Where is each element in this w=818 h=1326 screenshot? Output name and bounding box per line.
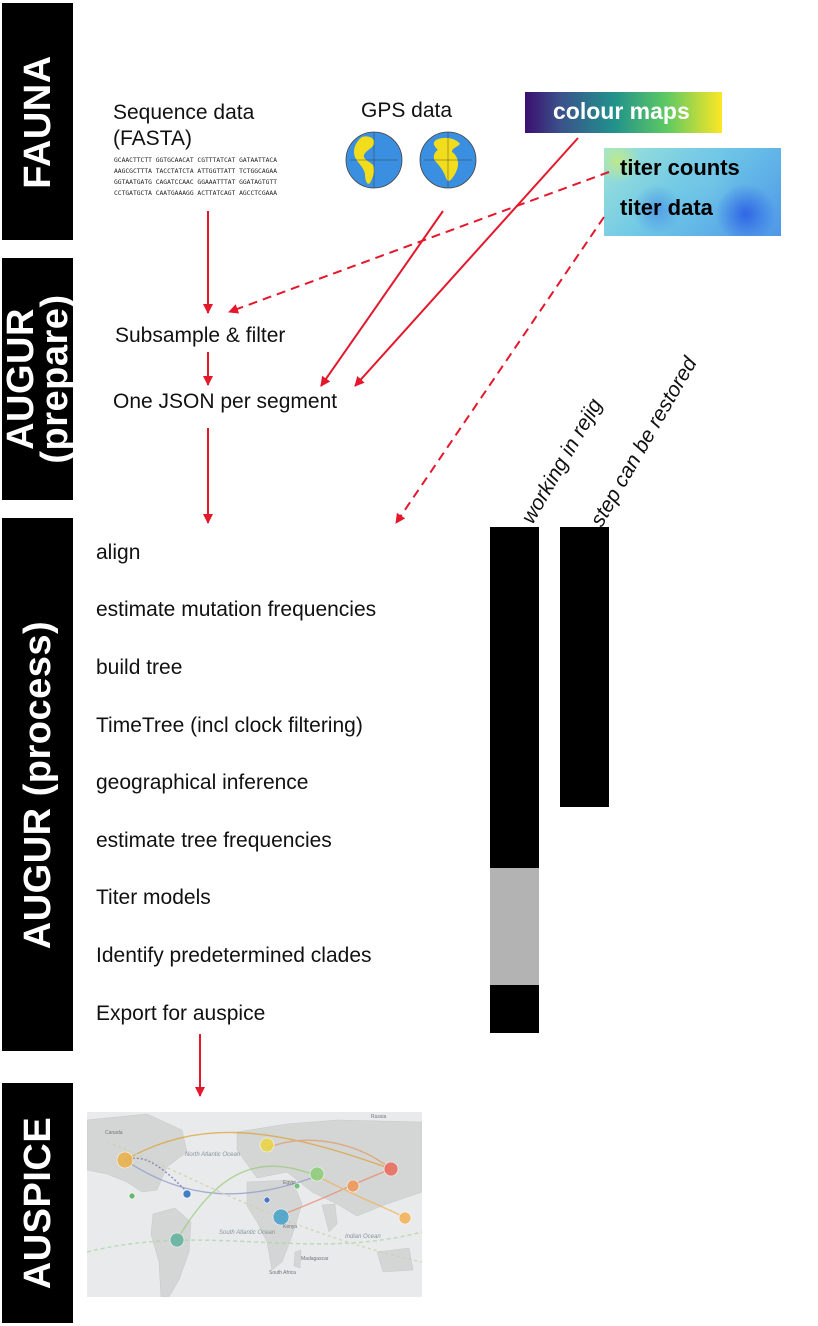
map-label: Egypt xyxy=(283,1180,296,1186)
world-map: North Atlantic Ocean South Atlantic Ocea… xyxy=(87,1112,422,1297)
stage-auspice: AUSPICE xyxy=(2,1083,73,1323)
map-label: South Africa xyxy=(269,1270,296,1276)
map-label: Russia xyxy=(371,1114,387,1120)
sequence-format-label: (FASTA) xyxy=(113,127,192,150)
arrow-gps-to-json xyxy=(320,210,444,387)
sequence-line: AAGCGCTTTA TACCTATCTA ATTGGTTATT TCTGGCA… xyxy=(114,168,278,175)
titer-data-label: titer data xyxy=(620,195,713,220)
process-step: Export for auspice xyxy=(96,1002,266,1025)
map-label: South Atlantic Ocean xyxy=(219,1230,276,1236)
globe-europe-africa-icon xyxy=(419,131,477,189)
working-bar-complete-top xyxy=(490,527,539,868)
sequence-data-label: Sequence data xyxy=(113,101,255,124)
map-label: Madagascar xyxy=(301,1256,329,1262)
map-label: Canada xyxy=(105,1130,123,1136)
globe-americas-icon xyxy=(345,131,403,189)
titer-counts-label: titer counts xyxy=(620,155,740,180)
titer-heatmap-box: titer counts titer data xyxy=(604,148,781,236)
prepare-step: One JSON per segment xyxy=(113,390,338,413)
map-label: Indian Ocean xyxy=(345,1234,381,1240)
map-label: North Atlantic Ocean xyxy=(185,1152,241,1158)
prepare-step: Subsample & filter xyxy=(115,324,286,347)
colour-maps-box: colour maps xyxy=(525,92,722,133)
process-step: build tree xyxy=(96,656,183,679)
arrow-titercounts-to-subsample xyxy=(228,171,610,314)
arrow-colourmaps-to-json xyxy=(354,137,579,387)
process-step: Identify predetermined clades xyxy=(96,944,372,967)
stage-fauna: FAUNA xyxy=(2,3,73,240)
colour-maps-label: colour maps xyxy=(553,98,690,124)
stage-augur-prepare: AUGUR (prepare) xyxy=(0,258,76,500)
stage-augur-process: AUGUR (process) xyxy=(2,518,73,1051)
process-step: TimeTree (incl clock filtering) xyxy=(96,714,363,737)
arrow-titerdata-to-process xyxy=(395,216,605,524)
process-step: estimate tree frequencies xyxy=(96,829,332,852)
sequence-line: GGTAATGATG CAGATCCAAC GGAAATTTAT GGATAGT… xyxy=(114,179,278,186)
process-step: Titer models xyxy=(96,886,211,909)
process-step: align xyxy=(96,541,141,564)
process-step: geographical inference xyxy=(96,771,309,794)
sequence-sample: GCAACTTCTT GGTGCAACAT CGTTTATCAT GATAATT… xyxy=(114,155,277,199)
map-label: Kenya xyxy=(283,1224,297,1230)
auspice-map: North Atlantic Ocean South Atlantic Ocea… xyxy=(87,1112,422,1297)
globe-icons xyxy=(345,131,477,189)
working-bar-complete-bottom xyxy=(490,985,539,1033)
gps-data-label: GPS data xyxy=(361,99,453,122)
sequence-line: CCTGATGCTA CAATGAAAGG ACTTATCAGT AGCCTCG… xyxy=(114,190,278,197)
sequence-line: GCAACTTCTT GGTGCAACAT CGTTTATCAT GATAATT… xyxy=(114,157,278,164)
working-bar-partial xyxy=(490,868,539,985)
restorable-bar xyxy=(560,527,609,807)
process-step: estimate mutation frequencies xyxy=(96,598,377,621)
